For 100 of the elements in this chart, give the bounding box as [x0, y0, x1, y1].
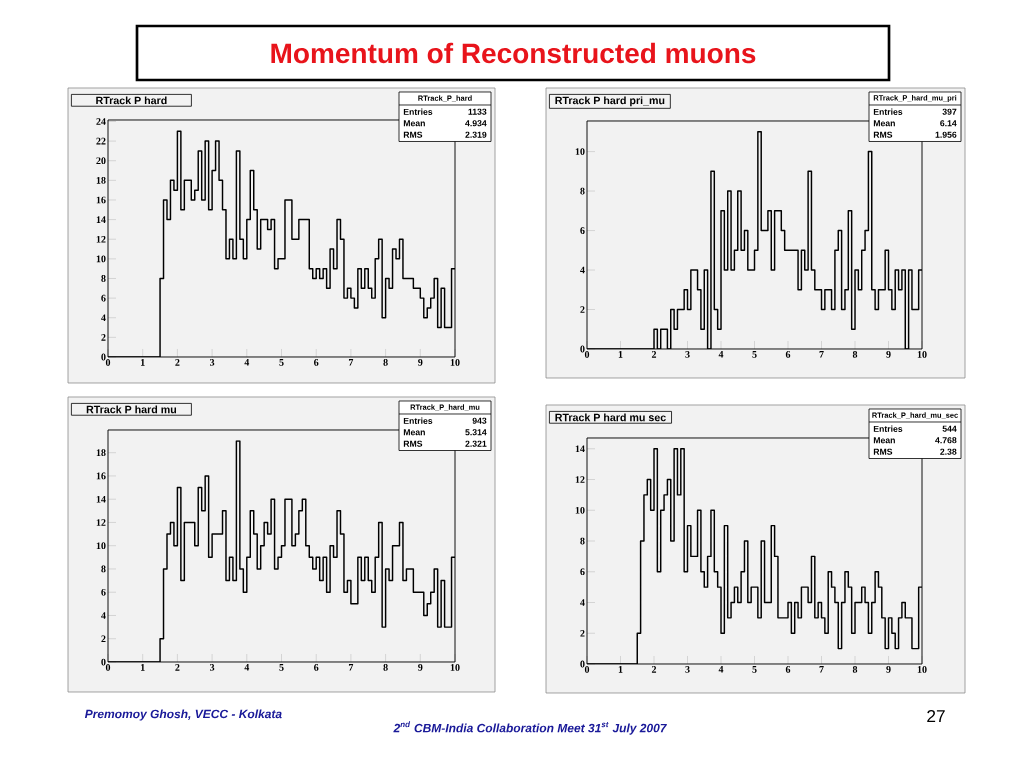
annotation: RMS — [403, 440, 423, 447]
x-tick-label: 8 — [852, 351, 858, 358]
y-tick-label: 2 — [580, 306, 585, 313]
annotation: RMS — [873, 131, 893, 138]
annotation: Mean — [403, 120, 425, 127]
text: 2.321 — [465, 440, 487, 447]
x-tick-label: 2 — [651, 666, 657, 673]
x-tick-label: 10 — [917, 351, 927, 358]
text: 943 — [472, 417, 487, 424]
text: Entries — [403, 417, 433, 424]
chart-title: RTrack P hard mu sec — [555, 413, 666, 422]
x-tick-label: 2 — [651, 351, 657, 358]
x-tick-label: 1 — [618, 351, 623, 358]
y-tick-label: 2 — [101, 635, 106, 643]
text: 27 — [927, 709, 945, 723]
x-tick-label: 1 — [618, 666, 623, 673]
x-tick-label: 4 — [244, 359, 250, 366]
text: Premomoy Ghosh, VECC - Kolkata — [84, 709, 282, 721]
y-tick-label: 4 — [580, 266, 585, 274]
x-tick-label: 9 — [886, 351, 891, 358]
y-tick-label: 14 — [96, 495, 106, 503]
y-tick-label: 10 — [575, 506, 585, 514]
y-tick-label: 4 — [101, 612, 106, 619]
y-tick-label: 0 — [101, 658, 106, 666]
y-tick-label: 12 — [96, 235, 106, 243]
annotation: RMS — [403, 131, 423, 138]
x-tick-label: 6 — [314, 664, 319, 671]
x-tick-label: 7 — [819, 351, 824, 358]
x-tick-label: 9 — [886, 666, 891, 673]
y-tick-label: 22 — [96, 137, 106, 145]
y-tick-label: 4 — [580, 599, 585, 606]
y-tick-label: 16 — [96, 196, 106, 204]
y-tick-label: 14 — [96, 216, 106, 223]
chart-title: RTrack P hard mu — [86, 405, 177, 414]
text: Momentum of Reconstructed muons — [271, 42, 756, 64]
text: 1.956 — [935, 131, 957, 138]
x-tick-label: 3 — [209, 664, 215, 671]
x-tick-label: 2 — [175, 664, 180, 671]
x-tick-label: 4 — [718, 351, 724, 358]
y-tick-label: 6 — [580, 568, 585, 576]
y-tick-label: 24 — [96, 118, 106, 125]
y-tick-label: 6 — [101, 294, 106, 302]
x-tick-label: 4 — [244, 664, 250, 671]
x-tick-label: 4 — [718, 666, 724, 673]
chart-title: RTrack P hard pri_mu — [555, 96, 665, 107]
y-tick-label: 14 — [575, 445, 585, 453]
x-tick-label: 8 — [383, 359, 388, 366]
y-tick-label: 0 — [580, 345, 585, 353]
y-tick-label: 6 — [101, 588, 106, 596]
x-tick-label: 3 — [685, 666, 690, 673]
x-tick-label: 10 — [917, 666, 927, 673]
text: 544 — [942, 425, 957, 432]
x-tick-label: 5 — [752, 351, 757, 358]
x-tick-label: 1 — [141, 359, 145, 366]
x-tick-label: 9 — [418, 664, 423, 671]
x-tick-label: 7 — [348, 664, 354, 671]
y-tick-label: 18 — [96, 176, 106, 184]
annotation: Mean — [403, 429, 425, 436]
x-tick-label: 5 — [279, 359, 284, 366]
y-tick-label: 20 — [96, 157, 106, 165]
text: 2$^{nd}$ CBM-India Collaboration Meet 31$^{st}$ July 2007 — [393, 721, 667, 735]
x-tick-label: 6 — [785, 351, 791, 358]
y-tick-label: 16 — [96, 472, 106, 480]
y-tick-label: 6 — [580, 227, 585, 234]
x-tick-label: 10 — [450, 664, 460, 671]
x-tick-label: 7 — [819, 666, 824, 673]
y-tick-label: 2 — [101, 334, 106, 341]
y-tick-label: 10 — [96, 542, 106, 550]
y-tick-label: 8 — [580, 187, 585, 195]
x-tick-label: 2 — [175, 359, 180, 366]
x-tick-label: 8 — [852, 666, 858, 673]
text: 4.768 — [935, 437, 957, 444]
text: 1133 — [468, 108, 487, 115]
y-tick-label: 4 — [101, 314, 106, 322]
annotation: RMS — [873, 448, 893, 455]
text: 4.934 — [465, 120, 487, 127]
text: 2.319 — [465, 131, 487, 138]
text: 2.38 — [940, 448, 957, 455]
y-tick-label: 18 — [96, 449, 106, 457]
text: 6.14 — [940, 120, 957, 127]
y-tick-label: 8 — [580, 537, 585, 545]
y-tick-label: 2 — [580, 629, 585, 637]
text: Entries — [873, 108, 903, 115]
x-tick-label: 5 — [752, 666, 757, 673]
text: Entries — [403, 108, 433, 115]
text: Entries — [873, 425, 903, 432]
annotation: Mean — [873, 120, 895, 127]
x-tick-label: 7 — [348, 359, 354, 366]
x-tick-label: 9 — [418, 359, 423, 366]
y-tick-label: 8 — [101, 275, 106, 282]
text: 397 — [942, 108, 957, 115]
y-tick-label: 12 — [96, 519, 106, 526]
annotation: Mean — [873, 437, 895, 444]
x-tick-label: 3 — [209, 359, 215, 366]
y-tick-label: 8 — [101, 565, 106, 573]
x-tick-label: 8 — [383, 664, 388, 671]
x-tick-label: 6 — [314, 359, 319, 366]
x-tick-label: 6 — [785, 666, 791, 673]
y-tick-label: 12 — [575, 476, 585, 483]
x-tick-label: 10 — [450, 359, 460, 366]
